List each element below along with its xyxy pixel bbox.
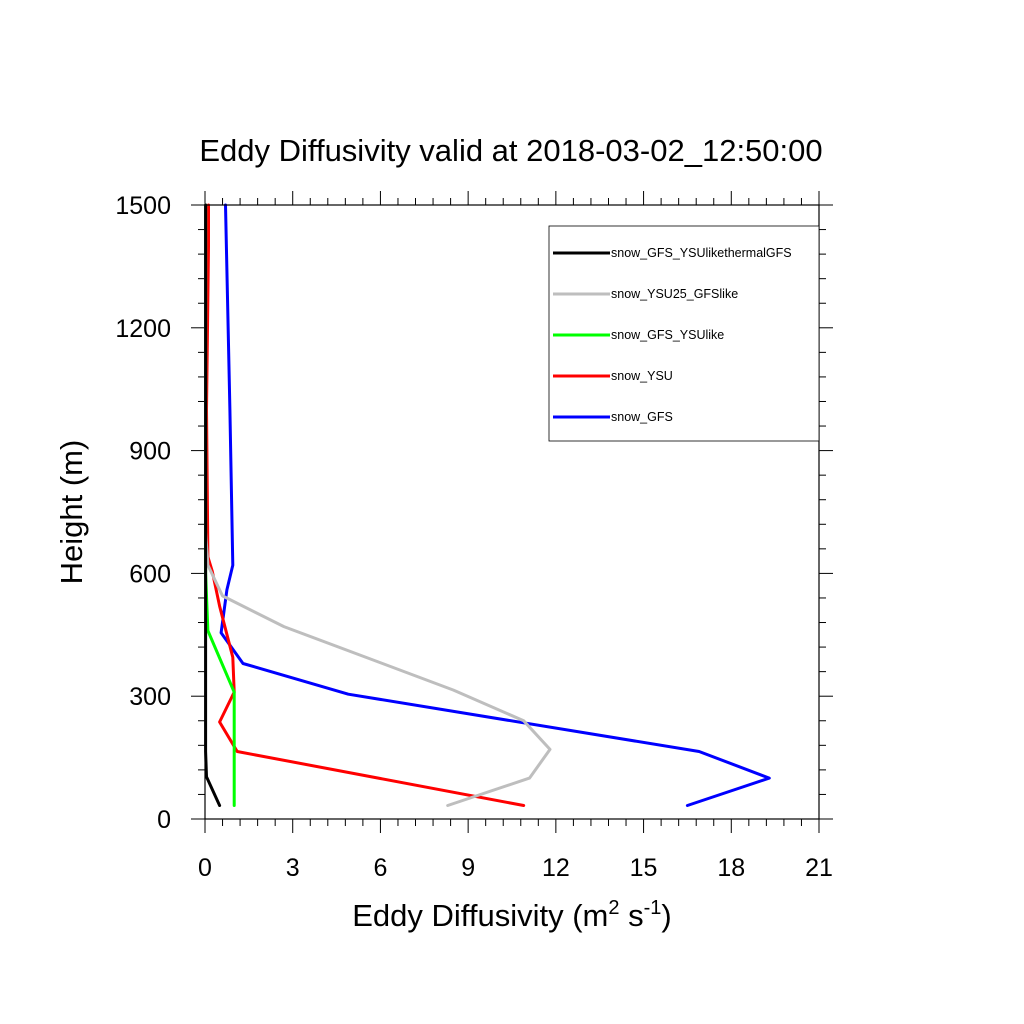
x-axis-label: Eddy Diffusivity (m2 s-1) <box>352 897 671 933</box>
y-tick-label: 300 <box>129 683 171 711</box>
x-axis-label-middle: s <box>619 898 643 933</box>
x-tick-label: 9 <box>461 854 475 882</box>
legend-label: snow_YSU <box>611 369 673 383</box>
x-tick-label: 21 <box>805 854 833 882</box>
axis-ticks <box>191 191 833 833</box>
x-tick-label: 18 <box>717 854 745 882</box>
series-line-snow-ysu <box>205 203 526 807</box>
x-axis-label-main: Eddy Diffusivity (m <box>352 898 608 933</box>
x-axis-label-superscript-2: 2 <box>608 897 619 919</box>
legend-label: snow_GFS_YSUlike <box>611 328 724 342</box>
y-tick-label: 0 <box>157 806 171 834</box>
plot-frame <box>204 204 820 820</box>
x-axis-label-superscript-minus1: -1 <box>644 897 662 919</box>
chart-title: Eddy Diffusivity valid at 2018-03-02_12:… <box>199 133 822 168</box>
x-tick-label: 6 <box>373 854 387 882</box>
legend-label: snow_YSU25_GFSlike <box>611 287 738 301</box>
y-tick-label: 1200 <box>115 315 171 343</box>
y-tick-label: 600 <box>129 560 171 588</box>
y-tick-labels: 0 300 600 900 1200 1500 <box>115 192 171 834</box>
y-tick-label: 1500 <box>115 192 171 220</box>
legend-label: snow_GFS_YSUlikethermalGFS <box>611 246 792 260</box>
y-tick-label: 900 <box>129 438 171 466</box>
x-tick-label: 12 <box>542 854 570 882</box>
x-tick-labels: 0 3 6 9 12 15 18 21 <box>198 854 833 882</box>
x-tick-label: 15 <box>630 854 658 882</box>
series-line-snow-gfs <box>219 203 771 807</box>
legend: snow_GFS_YSUlikethermalGFS snow_YSU25_GFS… <box>548 225 820 442</box>
x-tick-label: 0 <box>198 854 212 882</box>
y-axis-label: Height (m) <box>54 440 89 585</box>
legend-label: snow_GFS <box>611 410 673 424</box>
x-axis-label-end: ) <box>661 898 671 933</box>
x-tick-label: 3 <box>286 854 300 882</box>
